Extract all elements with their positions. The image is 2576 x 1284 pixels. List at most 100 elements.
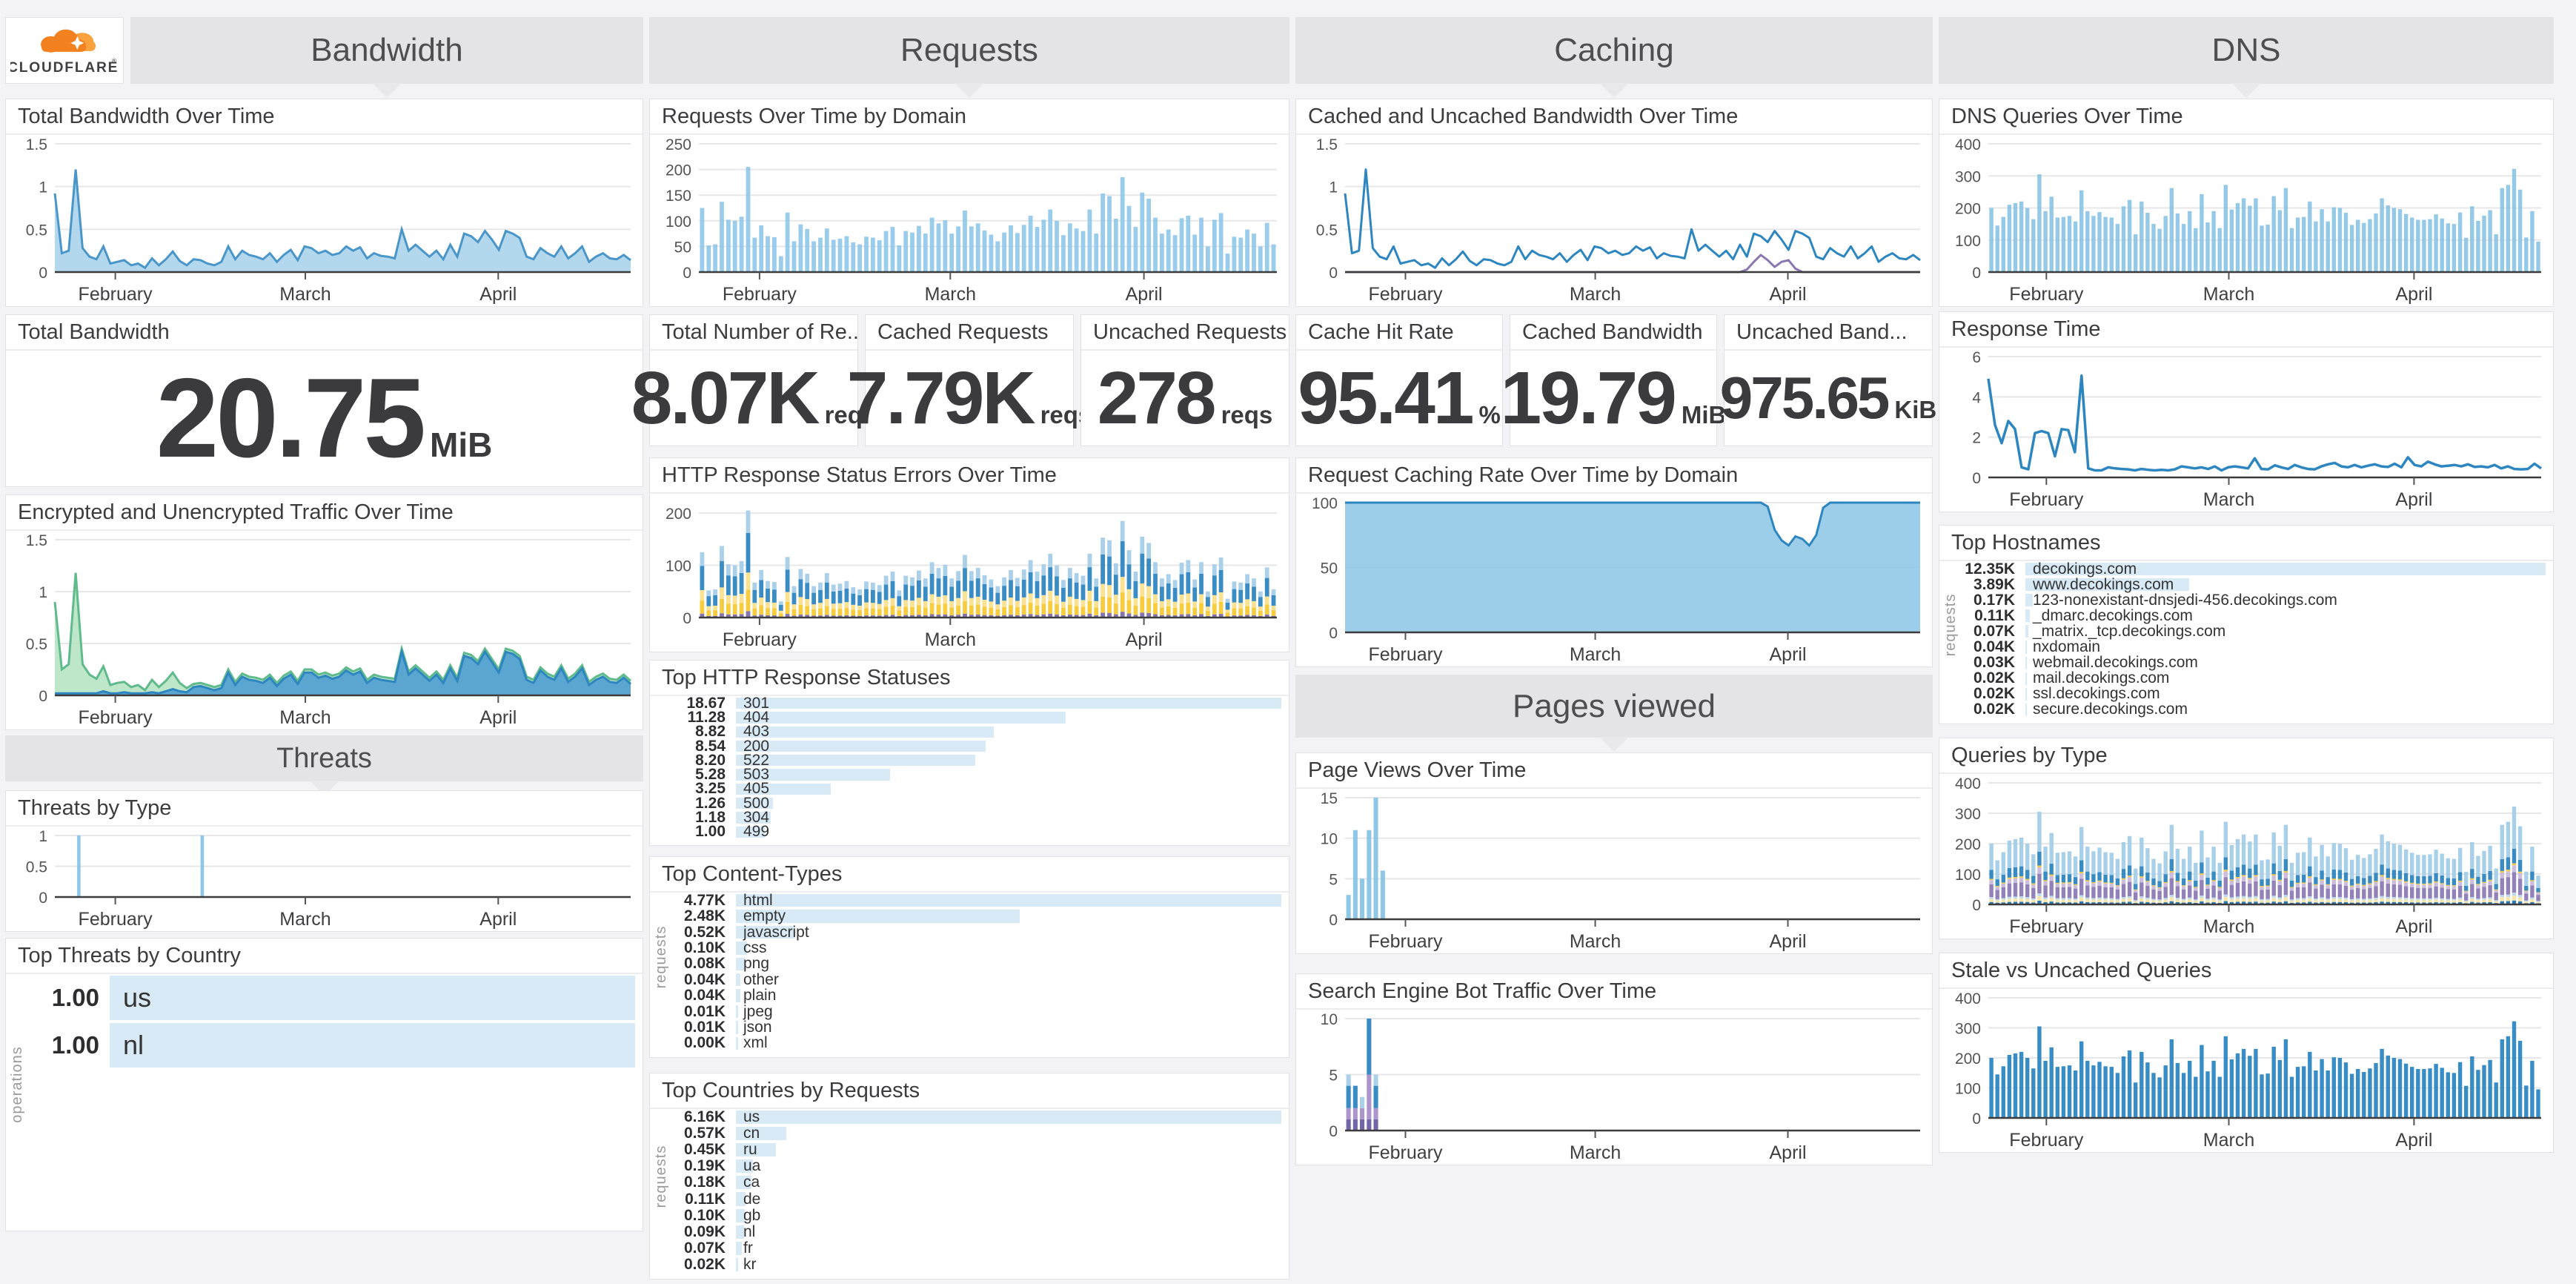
svg-text:100: 100 <box>1955 1081 1981 1098</box>
svg-text:1.5: 1.5 <box>1316 136 1338 153</box>
svg-text:300: 300 <box>1955 1021 1981 1038</box>
top-hostnames-list[interactable]: 12.35K decokings.com 3.89K www.decokings.co… <box>1947 560 2546 718</box>
row-value: 11.28 <box>687 708 726 726</box>
row-bar <box>736 1176 752 1190</box>
svg-text:February: February <box>2009 916 2084 937</box>
panel-title: Stale vs Uncached Queries <box>1939 953 2553 989</box>
top-countries-list[interactable]: 6.16K us 0.57K cn 0.45K ru 0.19K ua 0.18K ca 0.11K… <box>657 1108 1281 1273</box>
panel-cached-uncached-bandwidth: Cached and Uncached Bandwidth Over Time … <box>1295 99 1933 307</box>
row-bar-track: decokings.com <box>2025 560 2546 578</box>
stat-value: 8.07K reqs <box>631 356 877 440</box>
row-label: kr <box>743 1255 757 1273</box>
row-bar-track: javascript <box>736 924 1281 941</box>
row-label: us <box>743 1108 760 1126</box>
row-bar <box>2025 563 2546 576</box>
row-bar-track: gb <box>736 1207 1281 1224</box>
row-value: 0.45K <box>683 1141 726 1159</box>
row-bar-track: _dmarc.decokings.com <box>2025 607 2546 624</box>
panel-title: DNS Queries Over Time <box>1939 99 2553 135</box>
row-label: _matrix._tcp.decokings.com <box>2033 622 2226 640</box>
svg-text:February: February <box>723 284 797 305</box>
svg-text:0.5: 0.5 <box>26 222 47 239</box>
row-value: 0.52K <box>683 923 726 941</box>
svg-text:4: 4 <box>1972 389 1981 406</box>
row-bar-track: 403 <box>736 723 1281 740</box>
list-row: 0.52K javascript <box>657 923 1281 941</box>
threats-by-type-bar-chart[interactable]: 0 0.5 1 February March April <box>6 827 643 931</box>
dns-queries-bar-chart[interactable]: 0 100 200 300 400 February March April <box>1939 135 2553 306</box>
response-time-line-chart[interactable]: 0 2 4 6 February March April <box>1939 348 2553 512</box>
row-value: 2.48K <box>683 907 726 925</box>
row-label: nl <box>743 1222 756 1240</box>
panel-title: HTTP Response Status Errors Over Time <box>650 458 1289 494</box>
total-bandwidth-area-chart[interactable]: 0 0.5 1 1.5 February March April <box>6 135 643 306</box>
svg-text:February: February <box>79 707 153 728</box>
stat-value: 20.75 MiB <box>6 351 643 486</box>
encrypted-traffic-area-chart[interactable]: 0 0.5 1 1.5 February March April <box>6 531 643 729</box>
svg-text:1: 1 <box>1329 179 1338 196</box>
row-bar-track: 405 <box>736 780 1281 797</box>
http-errors-stacked-bar-chart[interactable]: 0 100 200 February March April <box>650 494 1289 652</box>
stat-value: 278 reqs <box>1097 356 1273 440</box>
row-bar <box>736 1021 738 1034</box>
row-label: nxdomain <box>2033 638 2101 656</box>
stale-queries-bar-chart[interactable]: 0 100 200 300 400 February March April <box>1939 989 2553 1152</box>
svg-text:100: 100 <box>665 214 691 231</box>
svg-text:February: February <box>1368 644 1443 665</box>
row-value: 0.01K <box>683 1002 726 1020</box>
list-row: 0.17K 123-nonexistant-dnsjedi-456.decokin… <box>1947 592 2546 609</box>
caching-rate-area-chart[interactable]: 0 50 100 February March April <box>1296 494 1932 666</box>
top-threats-list[interactable]: 1.00 us 1.00 nl <box>13 974 635 1225</box>
list-row: 0.07K fr <box>657 1239 1281 1257</box>
svg-text:2: 2 <box>1972 430 1981 447</box>
panel-response-time: Response Time 0 2 4 6 February March April <box>1939 311 2554 512</box>
svg-text:March: March <box>1570 644 1621 665</box>
row-bar-track: webmail.decokings.com <box>2025 654 2546 671</box>
row-value: 0.04K <box>683 987 726 1005</box>
row-label: mail.decokings.com <box>2033 669 2170 687</box>
panel-title: Total Bandwidth Over Time <box>6 99 643 135</box>
row-value: 4.77K <box>683 891 726 909</box>
list-row: 18.67 301 <box>657 695 1281 712</box>
row-label: decokings.com <box>2033 560 2137 578</box>
row-label: ssl.decokings.com <box>2033 685 2160 703</box>
list-row: 3.89K www.decokings.com <box>1947 576 2546 593</box>
row-bar-track: 123-nonexistant-dnsjedi-456.decokings.co… <box>2025 592 2546 609</box>
row-bar <box>736 826 766 838</box>
svg-text:March: March <box>2203 916 2254 937</box>
requests-bar-chart[interactable]: 0 50 100 150 200 250 February March April <box>650 135 1289 306</box>
svg-text:0: 0 <box>39 890 47 907</box>
row-label: fr <box>743 1239 753 1257</box>
top-http-statuses-list[interactable]: 18.67 301 11.28 404 8.82 403 8.54 200 8.20 522 5.2… <box>657 695 1281 840</box>
panel-title: Top Threats by Country <box>6 939 643 974</box>
registered-mark: ® <box>112 57 116 64</box>
search-bots-stacked-bar-chart[interactable]: 0 5 10 February March April <box>1296 1010 1932 1165</box>
row-bar <box>736 942 748 955</box>
svg-text:0: 0 <box>1329 912 1338 929</box>
row-value: 0.02K <box>1973 685 2015 703</box>
list-row: 0.02K kr <box>657 1255 1281 1273</box>
panel-encrypted-traffic: Encrypted and Unencrypted Traffic Over T… <box>5 494 643 730</box>
list-row: 0.45K ru <box>657 1141 1281 1159</box>
row-value: 5.28 <box>695 766 726 784</box>
queries-by-type-stacked-bar-chart[interactable]: 0 100 200 300 400 February March April <box>1939 774 2553 939</box>
row-value: 0.04K <box>683 970 726 988</box>
row-bar-track: ca <box>736 1174 1281 1191</box>
cached-bandwidth-line-chart[interactable]: 0 0.5 1 1.5 February March April <box>1296 135 1932 306</box>
row-label: ru <box>743 1141 757 1159</box>
top-content-types-list[interactable]: 4.77K html 2.48K empty 0.52K javascript 0.10K c… <box>657 891 1281 1051</box>
list-row: 1.18 304 <box>657 809 1281 826</box>
list-row: 2.48K empty <box>657 907 1281 925</box>
row-label: 405 <box>743 780 770 798</box>
row-bar-track: _matrix._tcp.decokings.com <box>2025 622 2546 640</box>
list-row: 0.02K secure.decokings.com <box>1947 701 2546 718</box>
row-bar <box>736 1005 738 1019</box>
list-row: 0.10K css <box>657 939 1281 956</box>
list-row: 8.82 403 <box>657 723 1281 740</box>
row-value: 0.01K <box>683 1018 726 1036</box>
page-views-bar-chart[interactable]: 0 5 10 15 February March April <box>1296 789 1932 953</box>
row-bar <box>736 1036 738 1050</box>
row-bar-track: plain <box>736 987 1281 1004</box>
stat-value: 975.65 KiB <box>1719 365 1937 431</box>
